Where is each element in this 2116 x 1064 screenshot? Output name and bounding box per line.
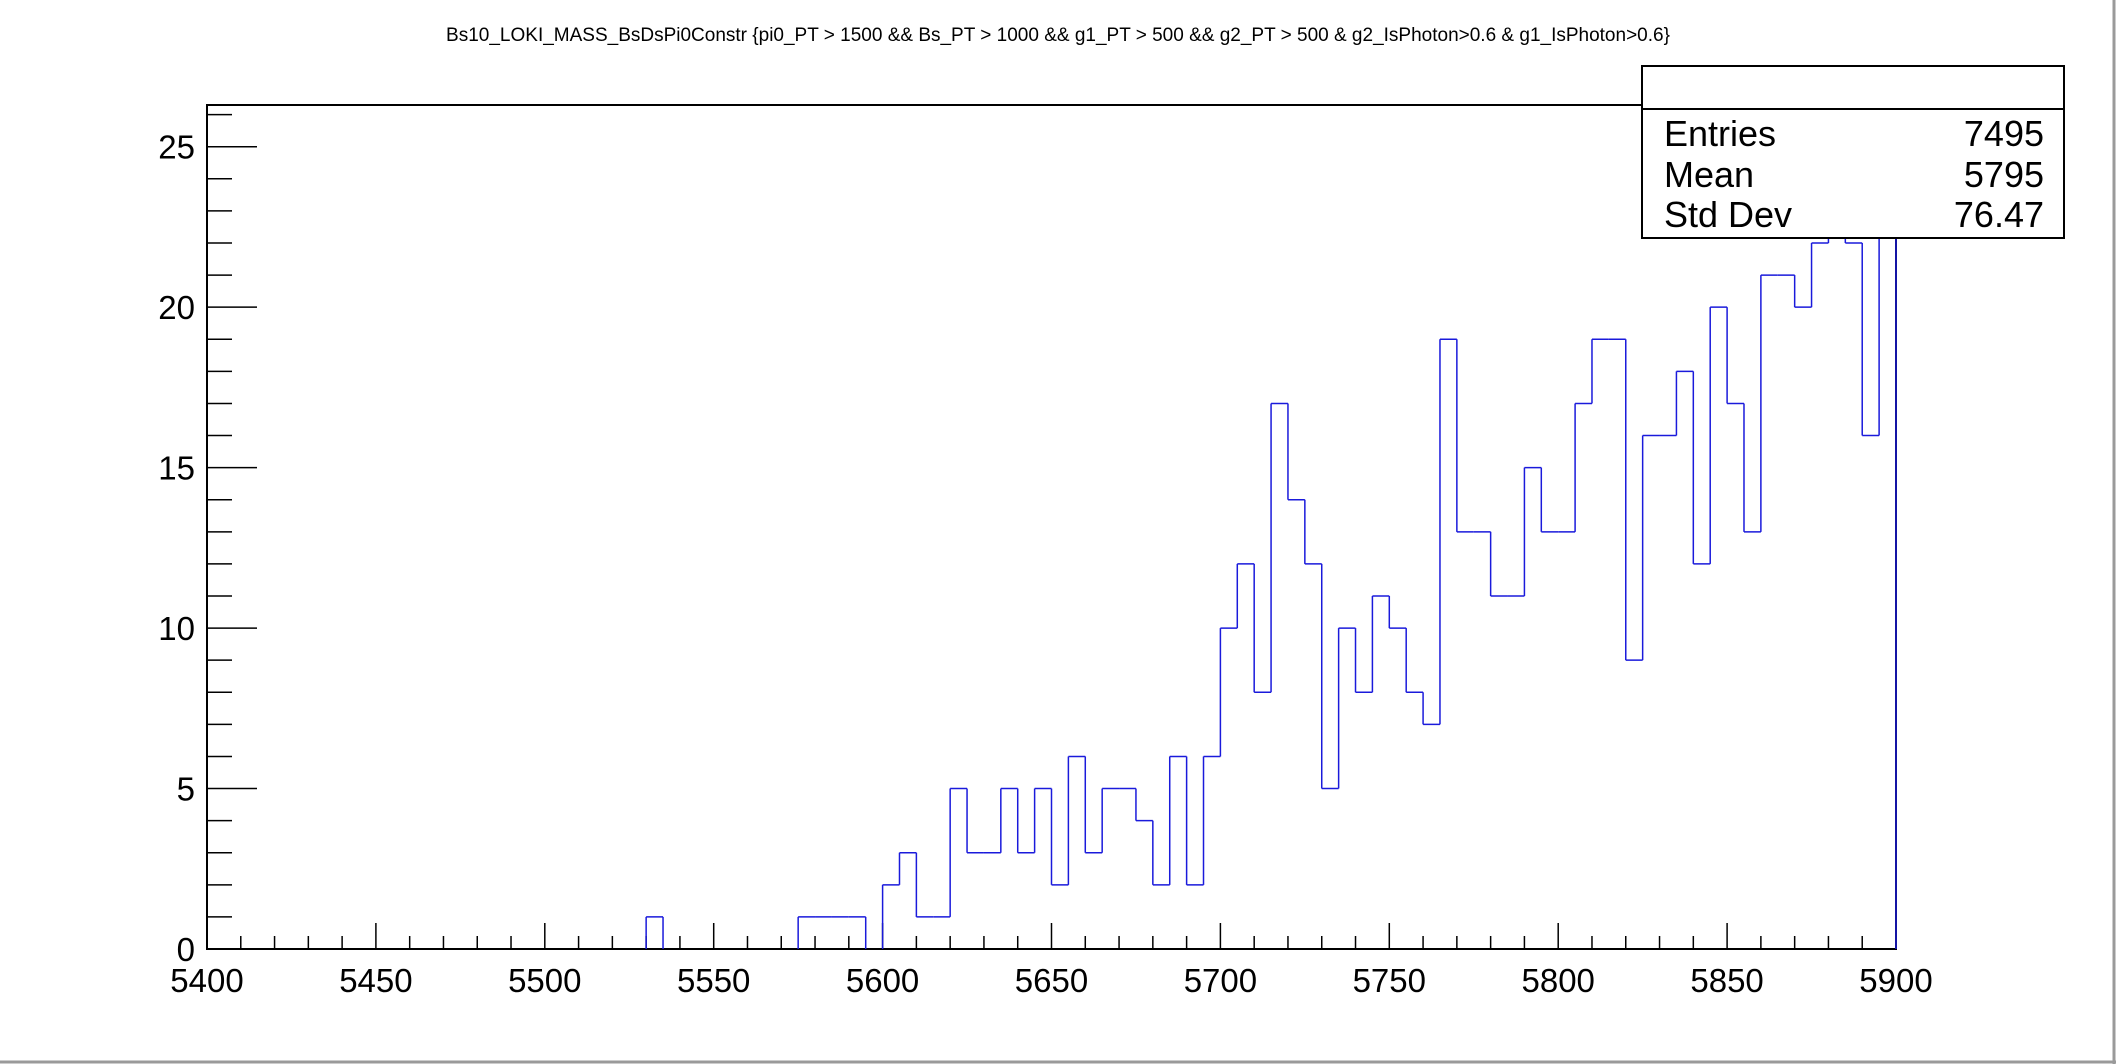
x-tick-label: 5850 (1690, 962, 1763, 999)
x-tick-label: 5600 (846, 962, 919, 999)
axis-tick-labels: 5400 5450 5500 5550 5600 5650 5700 5750 5800 5850… (158, 129, 1932, 999)
x-tick-label: 5650 (1015, 962, 1088, 999)
x-tick-label: 5550 (677, 962, 750, 999)
stats-stddev-value: 76.47 (1954, 194, 2044, 235)
stats-entries-label: Entries (1664, 113, 1776, 154)
stats-mean-label: Mean (1664, 154, 1754, 195)
y-tick-label: 5 (177, 771, 195, 808)
x-tick-label: 5800 (1521, 962, 1594, 999)
y-tick-label: 0 (177, 931, 195, 968)
x-tick-label: 5450 (339, 962, 412, 999)
x-tick-label: 5400 (170, 962, 243, 999)
stats-entries-value: 7495 (1964, 113, 2044, 154)
y-tick-label: 20 (158, 289, 195, 326)
x-tick-label: 5500 (508, 962, 581, 999)
stats-stddev-label: Std Dev (1664, 194, 1792, 235)
histogram-bins (645, 145, 1897, 949)
stats-mean-value: 5795 (1964, 154, 2044, 195)
y-tick-label: 10 (158, 610, 195, 647)
x-tick-label: 5700 (1184, 962, 1257, 999)
stats-box-frame (1641, 65, 2065, 239)
x-tick-label: 5900 (1859, 962, 1932, 999)
x-tick-label: 5750 (1353, 962, 1426, 999)
y-tick-label: 25 (158, 129, 195, 166)
stats-box: Entries 7495 Mean 5795 Std Dev 76.47 (1641, 65, 2065, 239)
y-tick-label: 15 (158, 450, 195, 487)
axis-ticks (206, 113, 1897, 950)
chart-title: Bs10_LOKI_MASS_BsDsPi0Constr {pi0_PT > 1… (446, 25, 1670, 46)
